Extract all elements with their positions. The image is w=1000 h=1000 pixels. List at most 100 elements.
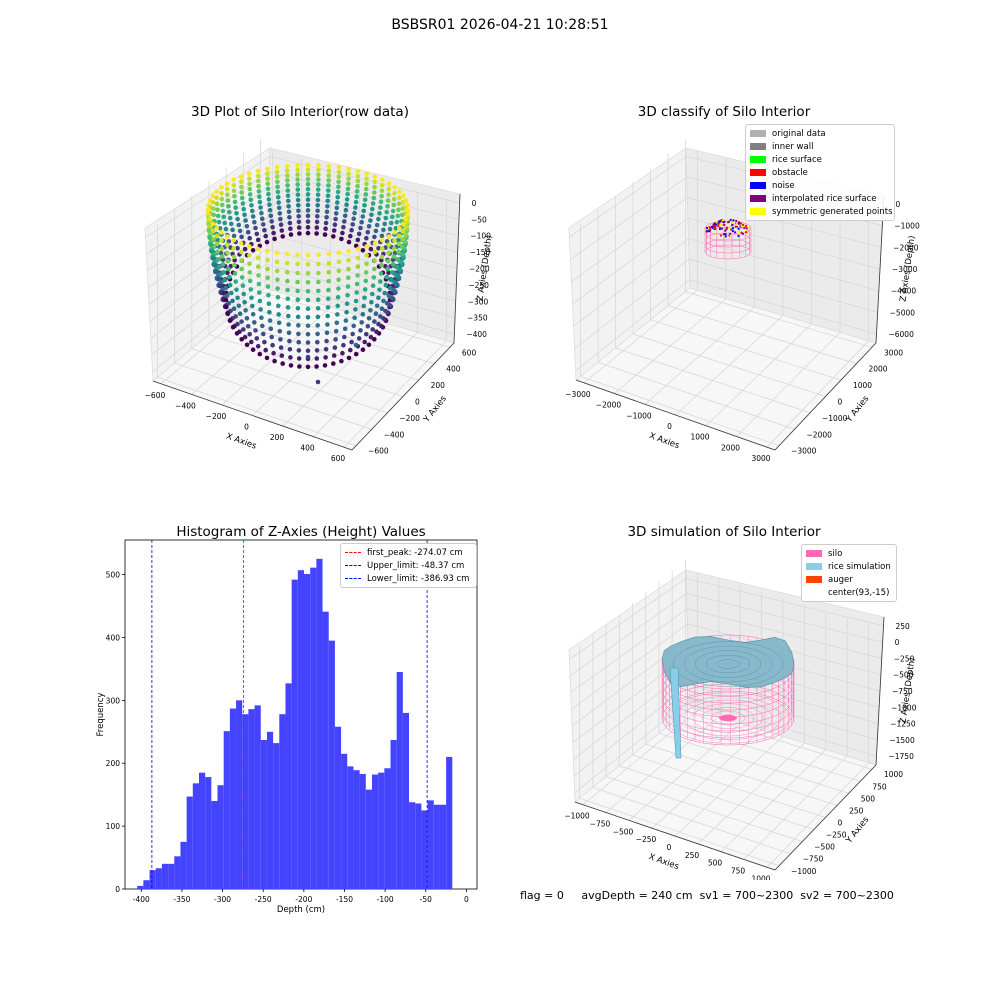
- depth-point: [326, 260, 332, 266]
- depth-point: [225, 270, 230, 276]
- depth-point: [286, 204, 291, 209]
- depth-point: [295, 314, 301, 320]
- depth-point: [390, 208, 396, 214]
- depth-point: [355, 178, 361, 184]
- depth-point: [241, 327, 246, 332]
- depth-point: [260, 323, 265, 329]
- legend-entry: center(93,-15): [806, 586, 892, 599]
- classified-point: [731, 229, 734, 233]
- depth-point: [305, 181, 311, 187]
- depth-point: [263, 233, 269, 239]
- z-gridline: [572, 217, 881, 305]
- depth-point: [315, 208, 320, 214]
- x-tick-label: 500: [708, 859, 723, 868]
- depth-point: [295, 279, 300, 285]
- histogram-bar: [273, 743, 280, 889]
- x-tick-label: -150: [336, 895, 353, 904]
- y-tick-label: 500: [106, 571, 121, 580]
- depth-point: [205, 214, 211, 220]
- depth-point: [354, 194, 360, 199]
- depth-point: [384, 209, 390, 215]
- histogram-bar: [421, 810, 428, 889]
- depth-point: [362, 287, 368, 292]
- depth-point: [364, 181, 369, 187]
- depth-point: [287, 215, 292, 220]
- depth-point: [248, 197, 254, 203]
- depth-point: [353, 351, 359, 357]
- classify-legend: original data inner wall rice surface obsta…: [745, 124, 895, 221]
- depth-point: [296, 331, 301, 337]
- legend-label: auger: [828, 574, 853, 585]
- depth-point: [223, 226, 229, 232]
- rice-surface-mesh: [716, 659, 740, 669]
- depth-point: [368, 334, 374, 340]
- depth-point: [362, 203, 367, 208]
- histogram-bar: [217, 785, 224, 889]
- depth-point: [391, 246, 397, 251]
- depth-point: [359, 219, 365, 225]
- depth-point: [390, 214, 395, 220]
- depth-point: [386, 234, 392, 239]
- depth-point: [360, 214, 366, 219]
- depth-point: [278, 222, 284, 227]
- classified-point: [737, 221, 740, 224]
- classified-point: [743, 226, 746, 229]
- x-tick-label: −250: [636, 835, 657, 844]
- depth-point: [227, 215, 233, 221]
- depth-point: [276, 320, 282, 326]
- depth-point: [241, 291, 246, 297]
- z-axis-line: [875, 616, 885, 766]
- depth-point: [366, 224, 372, 229]
- depth-point: [372, 319, 377, 324]
- depth-point: [257, 199, 263, 205]
- depth-point: [355, 173, 361, 179]
- depth-point: [405, 207, 411, 213]
- depth-point: [305, 192, 311, 197]
- z-gridline: [569, 577, 884, 660]
- legend-line-sample: [345, 565, 361, 566]
- classified-point: [712, 224, 715, 227]
- depth-point: [234, 287, 239, 293]
- simulation-legend: silo rice simulation auger center(93,-15): [801, 544, 897, 602]
- histogram-bar: [334, 726, 342, 889]
- classified-point: [726, 218, 729, 221]
- depth-point: [235, 245, 240, 251]
- classified-point: [719, 234, 722, 237]
- legend-label: first_peak: -274.07 cm: [367, 547, 463, 558]
- histogram-bar: [390, 739, 397, 889]
- depth-point: [333, 211, 339, 216]
- depth-point: [285, 188, 291, 193]
- depth-point: [305, 208, 311, 213]
- depth-point: [374, 303, 380, 309]
- depth-point: [249, 295, 254, 301]
- histogram-bar: [242, 714, 249, 889]
- depth-point: [214, 195, 219, 200]
- y-gridline: [579, 797, 780, 867]
- depth-point: [382, 290, 388, 296]
- legend-entry: Upper_limit: -48.37 cm: [345, 559, 472, 572]
- depth-point: [354, 281, 360, 287]
- depth-point: [257, 194, 262, 199]
- depth-point: [315, 187, 321, 192]
- depth-point: [397, 189, 402, 194]
- z-tick-label: −5000: [890, 308, 916, 317]
- depth-point: [235, 295, 240, 301]
- depth-point: [219, 185, 224, 190]
- depth-point: [296, 208, 301, 214]
- depth-point: [236, 222, 242, 228]
- depth-point: [369, 212, 374, 218]
- depth-point: [335, 194, 341, 200]
- depth-point: [219, 254, 225, 259]
- depth-point: [355, 237, 361, 243]
- depth-point: [257, 290, 262, 295]
- depth-point: [256, 183, 261, 189]
- histogram-bar: [304, 573, 311, 889]
- z-tick-label: −3000: [892, 265, 918, 274]
- depth-point: [336, 164, 342, 170]
- x-tick-label: −400: [175, 401, 196, 410]
- avg-depth-value: avgDepth = 240 cm: [581, 889, 693, 902]
- depth-point: [260, 216, 265, 221]
- depth-point: [305, 252, 311, 258]
- x-tick-label: 0: [667, 422, 672, 431]
- depth-point: [265, 266, 270, 272]
